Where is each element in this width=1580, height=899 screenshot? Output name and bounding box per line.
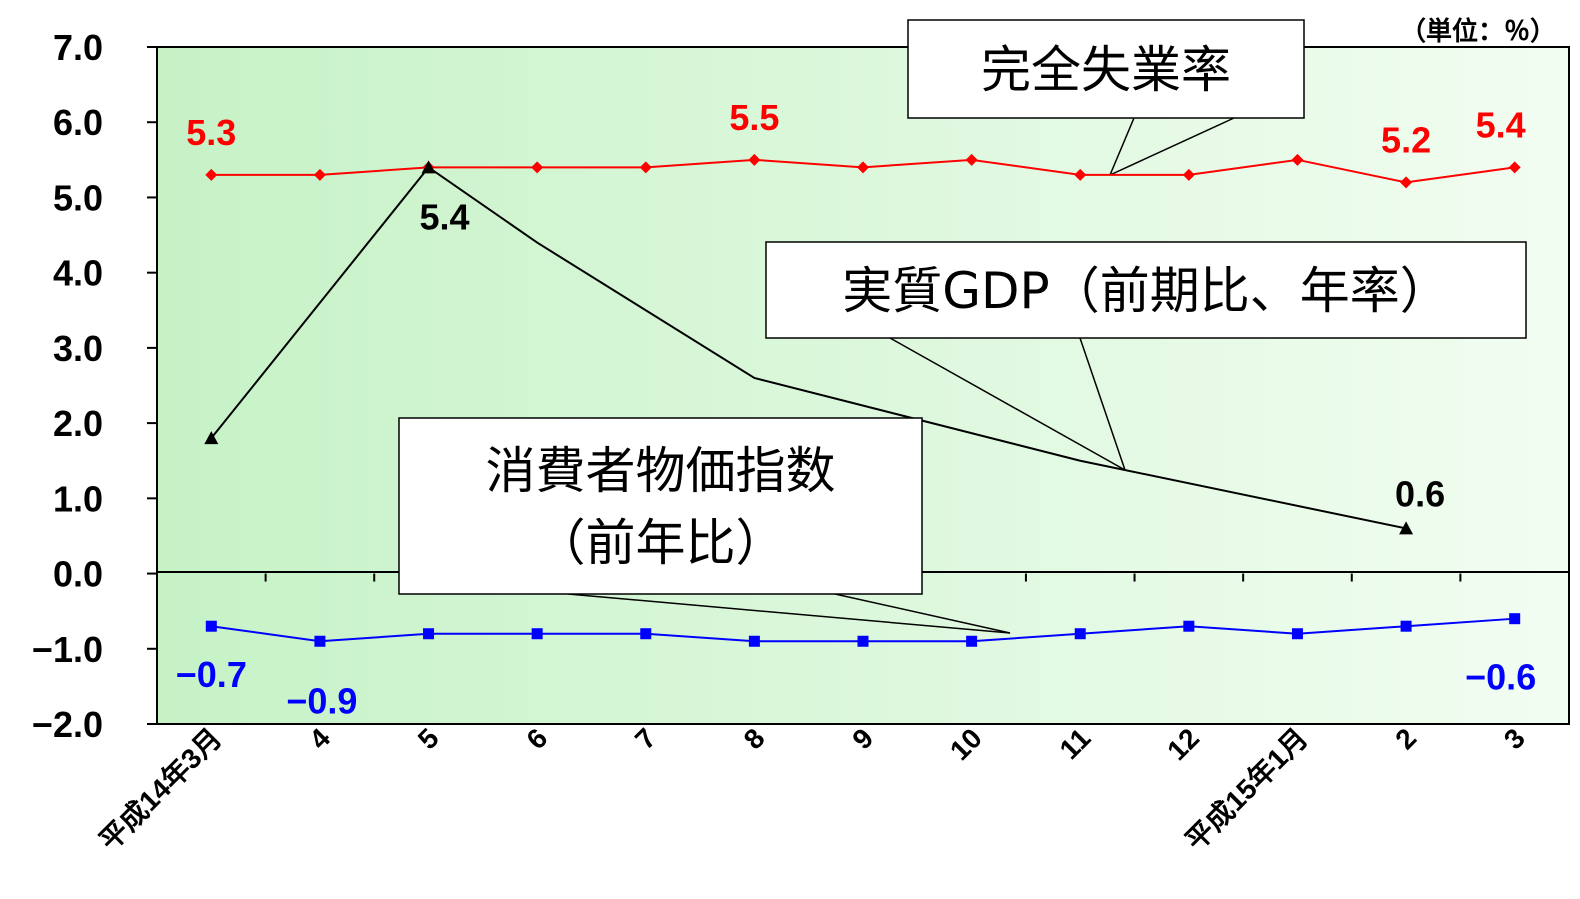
x-tick-label: 4 (303, 722, 336, 755)
unemployment-point (1508, 161, 1521, 174)
gdp-callout-text: 実質GDP（前期比、年率） (842, 262, 1449, 320)
gdp-callout-leader (889, 337, 1126, 471)
y-tick-label: 2.0 (53, 403, 103, 444)
unemployment-data-label: 5.2 (1381, 119, 1431, 160)
unemployment-point (748, 153, 761, 166)
unemployment-point (313, 168, 326, 181)
gdp-data-label: 0.6 (1395, 473, 1445, 514)
cpi-point (1183, 620, 1195, 632)
y-tick-label: 6.0 (53, 102, 103, 143)
cpi-point (205, 620, 217, 632)
cpi-point (314, 635, 326, 647)
unemployment-point (857, 161, 869, 174)
gdp-point (1399, 521, 1414, 535)
cpi-point (640, 628, 652, 640)
cpi-point (857, 635, 869, 647)
unemployment-callout-box (907, 19, 1305, 119)
gdp-point (421, 160, 436, 174)
y-tick-label: −2.0 (32, 704, 103, 745)
y-tick-label: 7.0 (53, 27, 103, 68)
x-tick-label: 8 (738, 722, 771, 755)
data-labels: 5.3 5.5 5.2 5.4 5.4 0.6 −0.7 −0.9 −0.6 (176, 97, 1536, 721)
cpi-data-label: −0.9 (286, 680, 357, 721)
x-tick-label: 10 (944, 722, 988, 766)
unit-label: （単位：％） (1400, 16, 1556, 47)
unemployment-point (1182, 168, 1195, 181)
y-tick-label: 0.0 (53, 554, 103, 595)
cpi-point (531, 628, 543, 640)
gdp-point (204, 431, 219, 445)
unemployment-point (965, 153, 978, 166)
unemployment-callout-leader (1109, 117, 1235, 176)
gdp-callout-box (765, 241, 1527, 339)
cpi-point (423, 628, 435, 640)
x-tick-label: 7 (629, 722, 662, 755)
callout-lines (567, 117, 1235, 634)
cpi-point (1291, 628, 1303, 640)
cpi-point (748, 635, 760, 647)
unemployment-data-label: 5.5 (729, 97, 779, 138)
cpi-point (1509, 613, 1521, 625)
cpi-callout-leader (834, 593, 1011, 634)
plot-area (156, 46, 1570, 725)
x-tick-label: 5 (412, 722, 445, 755)
x-tick-label: 3 (1498, 722, 1531, 755)
series-layer (204, 153, 1521, 647)
x-tick-label: 12 (1161, 722, 1205, 766)
cpi-point (966, 635, 978, 647)
cpi-data-label: −0.6 (1465, 657, 1536, 698)
gdp-line (210, 166, 1407, 530)
y-tick-label: −1.0 (32, 629, 103, 670)
unemployment-point (1291, 153, 1304, 166)
unemployment-point (639, 161, 652, 174)
unemployment-point (205, 168, 218, 181)
cpi-callout-leader (567, 593, 1011, 634)
cpi-callout-box (398, 417, 923, 595)
x-tick-label: 9 (846, 722, 879, 755)
unemployment-point (1074, 168, 1087, 181)
x-tick-label: 6 (520, 722, 553, 755)
unemployment-point (1400, 176, 1413, 189)
y-tick-label: 1.0 (53, 478, 103, 519)
x-tick-label: 平成14年3月 (93, 722, 228, 857)
cpi-data-label: −0.7 (176, 654, 247, 695)
unemployment-callout-text: 完全失業率 (981, 41, 1231, 99)
unemployment-point (531, 161, 544, 174)
unemployment-callout-leader (1109, 117, 1135, 176)
unemployment-data-label: 5.3 (186, 112, 236, 153)
y-axis: 7.0 6.0 5.0 4.0 3.0 2.0 1.0 0.0 −1.0 −2.0 (32, 27, 157, 745)
cpi-point (1074, 628, 1086, 640)
y-tick-label: 4.0 (53, 253, 103, 294)
cpi-callout-text: （前年比） (536, 514, 786, 572)
cpi-callout-text: 消費者物価指数 (486, 442, 836, 500)
y-tick-label: 5.0 (53, 177, 103, 218)
unemployment-data-label: 5.4 (1476, 104, 1526, 145)
x-tick-label: 11 (1054, 722, 1097, 765)
gdp-callout-leader (1079, 337, 1126, 471)
gdp-data-label: 5.4 (420, 196, 470, 237)
y-tick-label: 3.0 (53, 328, 103, 369)
x-tick-label: 2 (1389, 722, 1422, 755)
cpi-point (1400, 620, 1412, 632)
